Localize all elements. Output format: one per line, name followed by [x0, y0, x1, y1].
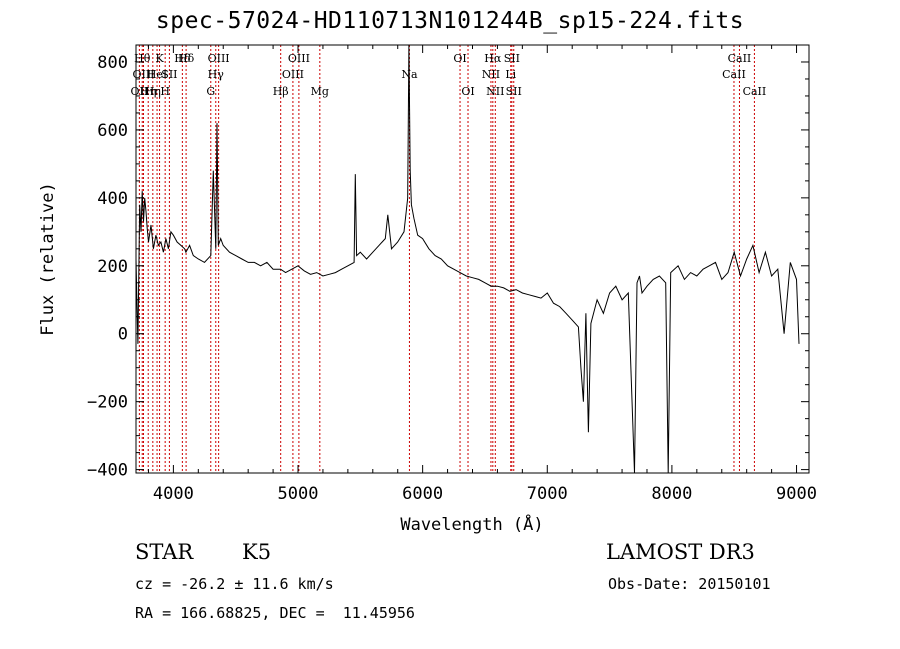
x-tick-label: 7000 — [527, 484, 568, 504]
y-tick-label: 600 — [97, 121, 128, 141]
line-marker-label: SII — [161, 68, 177, 81]
line-marker-label: SII — [506, 85, 522, 98]
line-markers — [138, 45, 755, 473]
object-subclass: K5 — [242, 540, 272, 564]
line-marker-label: Hθ — [134, 52, 151, 65]
line-marker-label: CaII — [722, 68, 746, 81]
line-marker-label: Hη — [140, 85, 156, 98]
axis-ticks: 4000 5000 6000 7000 8000 9000 −400 −200 0 200 400 6… — [87, 45, 817, 504]
line-marker-label: Hγ — [208, 68, 225, 81]
line-marker-label: Hδ — [174, 52, 191, 65]
line-marker-label: CaII — [728, 52, 752, 65]
line-marker-label: NII — [486, 85, 504, 98]
line-marker-label: Li — [505, 68, 516, 81]
x-tick-label: 6000 — [402, 484, 443, 504]
x-axis-label: Wavelength (Å) — [400, 513, 543, 535]
x-tick-label: 5000 — [278, 484, 319, 504]
line-marker-label: K — [155, 52, 164, 65]
plot-frame — [135, 44, 810, 474]
redshift-cz: cz = -26.2 ± 11.6 km/s — [135, 575, 334, 593]
line-marker-label: G — [206, 85, 215, 98]
chart-title: spec-57024-HD110713N101244B_sp15-224.fit… — [155, 8, 745, 34]
line-marker-label: Hη — [145, 85, 161, 98]
y-tick-label: 200 — [97, 257, 128, 277]
y-tick-label: −200 — [87, 393, 128, 413]
line-marker-labels: OIIHθOIIIHηHηHeIKHSIIHδHδGHγOIIIHβOIIIOI… — [131, 52, 767, 98]
x-tick-label: 8000 — [651, 484, 692, 504]
observation-date: Obs-Date: 20150101 — [608, 575, 771, 593]
line-marker-label: OI — [453, 52, 466, 65]
line-marker-label: OII — [131, 85, 149, 98]
y-tick-label: −400 — [87, 461, 128, 481]
line-marker-label: OI — [461, 85, 474, 98]
line-marker-label: Hδ — [178, 52, 195, 65]
y-tick-label: 0 — [118, 325, 128, 345]
object-class: STAR — [135, 540, 194, 564]
line-marker-label: SII — [504, 52, 520, 65]
coordinates: RA = 166.68825, DEC = 11.45956 — [135, 604, 415, 622]
line-marker-label: Hβ — [273, 85, 289, 98]
survey-name: LAMOST DR3 — [606, 540, 755, 564]
line-marker-label: NII — [482, 68, 500, 81]
y-tick-label: 800 — [97, 53, 128, 73]
line-marker-label: Mg — [311, 85, 329, 98]
line-marker-label: OIII — [208, 52, 230, 65]
line-marker-label: OIII — [132, 68, 154, 81]
spectrum-line — [135, 44, 800, 474]
line-marker-label: OIII — [288, 52, 310, 65]
line-marker-label: CaII — [743, 85, 767, 98]
x-tick-label: 4000 — [153, 484, 194, 504]
y-tick-label: 400 — [97, 189, 128, 209]
y-axis-label: Flux (relative) — [38, 182, 58, 336]
line-marker-label: OIII — [282, 68, 304, 81]
line-marker-label: H — [160, 85, 170, 98]
line-marker-label: Hα — [484, 52, 502, 65]
line-marker-label: HeI — [147, 68, 167, 81]
x-tick-label: 9000 — [776, 484, 817, 504]
